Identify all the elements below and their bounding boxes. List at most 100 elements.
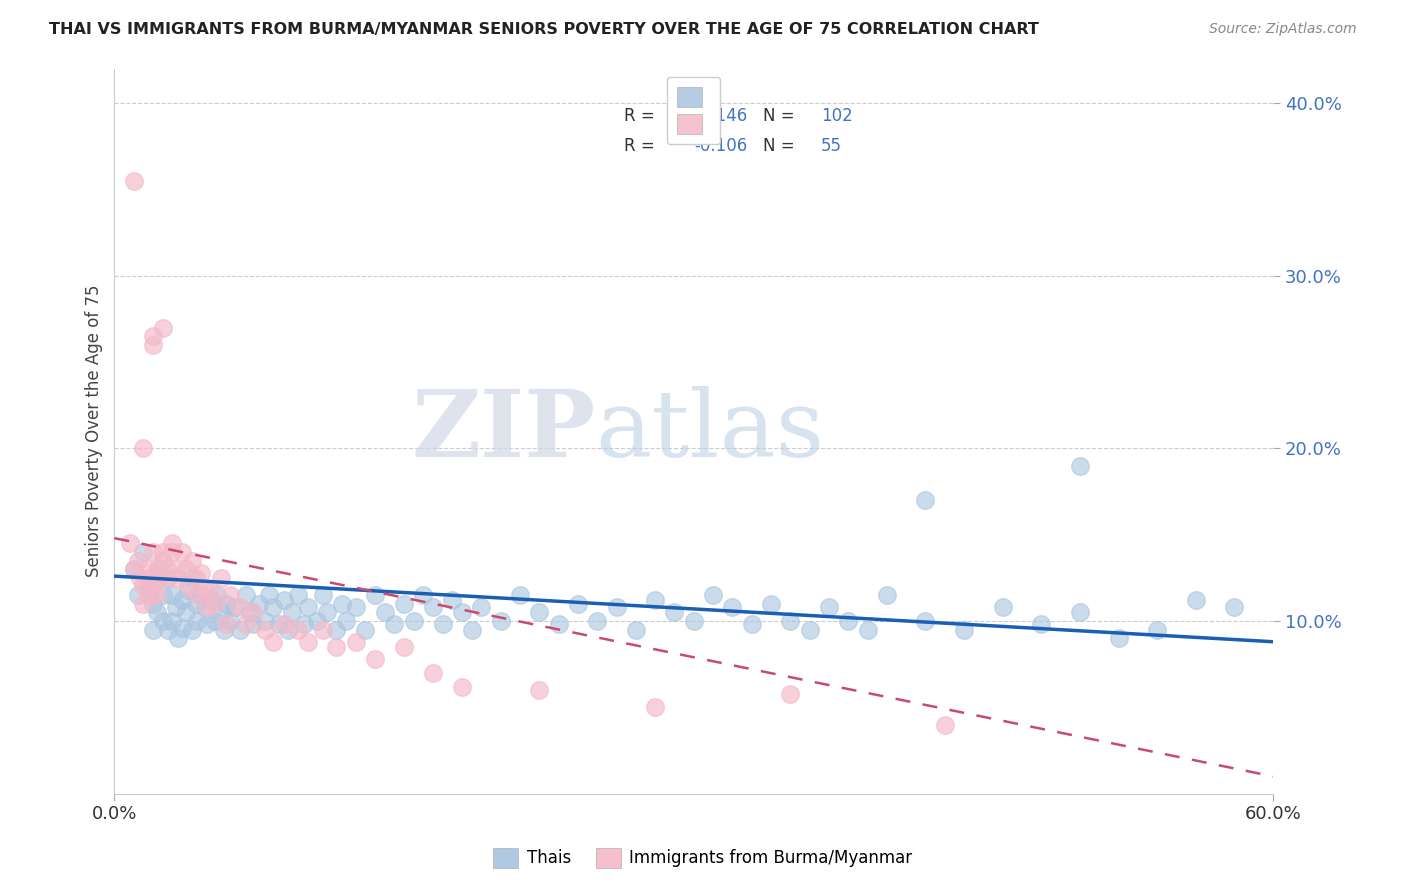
Text: 102: 102 bbox=[821, 107, 853, 125]
Point bbox=[229, 600, 252, 615]
Point bbox=[177, 579, 200, 593]
Point bbox=[195, 617, 218, 632]
Point bbox=[257, 588, 280, 602]
Point bbox=[242, 617, 264, 632]
Point bbox=[177, 582, 200, 597]
Text: Source: ZipAtlas.com: Source: ZipAtlas.com bbox=[1209, 22, 1357, 37]
Point bbox=[127, 553, 149, 567]
Point bbox=[325, 640, 347, 654]
Point bbox=[1069, 458, 1091, 473]
Point bbox=[818, 600, 841, 615]
Point bbox=[138, 571, 160, 585]
Point bbox=[215, 597, 238, 611]
Point bbox=[235, 617, 257, 632]
Point bbox=[1031, 617, 1053, 632]
Point bbox=[330, 597, 353, 611]
Point bbox=[142, 623, 165, 637]
Point bbox=[262, 600, 284, 615]
Point bbox=[155, 562, 177, 576]
Point bbox=[547, 617, 569, 632]
Point bbox=[335, 614, 357, 628]
Point bbox=[297, 634, 319, 648]
Point bbox=[721, 600, 744, 615]
Point bbox=[184, 571, 207, 585]
Point bbox=[605, 600, 627, 615]
Point bbox=[165, 562, 187, 576]
Point bbox=[586, 614, 609, 628]
Point bbox=[991, 600, 1014, 615]
Point bbox=[170, 593, 193, 607]
Point bbox=[460, 623, 482, 637]
Point bbox=[624, 623, 647, 637]
Point bbox=[312, 588, 335, 602]
Point bbox=[138, 588, 160, 602]
Point bbox=[194, 600, 217, 615]
Point bbox=[247, 597, 270, 611]
Point bbox=[142, 329, 165, 343]
Point bbox=[204, 597, 226, 611]
Point bbox=[132, 545, 155, 559]
Point bbox=[219, 588, 242, 602]
Point bbox=[441, 593, 464, 607]
Point bbox=[392, 640, 415, 654]
Point bbox=[136, 562, 159, 576]
Point bbox=[132, 442, 155, 456]
Point bbox=[682, 614, 704, 628]
Point bbox=[155, 571, 177, 585]
Point bbox=[190, 588, 212, 602]
Point bbox=[509, 588, 531, 602]
Point bbox=[759, 597, 782, 611]
Point bbox=[1223, 600, 1246, 615]
Point bbox=[170, 621, 193, 635]
Point bbox=[174, 606, 197, 620]
Point bbox=[242, 606, 264, 620]
Point bbox=[132, 597, 155, 611]
Point bbox=[1146, 623, 1168, 637]
Point bbox=[402, 614, 425, 628]
Point bbox=[146, 606, 169, 620]
Point bbox=[162, 614, 184, 628]
Point bbox=[214, 623, 236, 637]
Point bbox=[186, 588, 208, 602]
Y-axis label: Seniors Poverty Over the Age of 75: Seniors Poverty Over the Age of 75 bbox=[86, 285, 103, 577]
Point bbox=[254, 623, 277, 637]
Text: THAI VS IMMIGRANTS FROM BURMA/MYANMAR SENIORS POVERTY OVER THE AGE OF 75 CORRELA: THAI VS IMMIGRANTS FROM BURMA/MYANMAR SE… bbox=[49, 22, 1039, 37]
Point bbox=[204, 614, 226, 628]
Point bbox=[273, 593, 295, 607]
Point bbox=[195, 600, 218, 615]
Point bbox=[157, 571, 180, 585]
Point bbox=[292, 617, 315, 632]
Text: R =: R = bbox=[624, 137, 661, 155]
Point bbox=[664, 606, 686, 620]
Point bbox=[254, 614, 277, 628]
Point bbox=[200, 593, 222, 607]
Point bbox=[142, 597, 165, 611]
Point bbox=[392, 597, 415, 611]
Point bbox=[215, 617, 238, 632]
Point bbox=[174, 562, 197, 576]
Point bbox=[180, 623, 202, 637]
Point bbox=[194, 582, 217, 597]
Point bbox=[1069, 606, 1091, 620]
Point bbox=[644, 593, 666, 607]
Point bbox=[122, 174, 145, 188]
Point bbox=[287, 623, 309, 637]
Point bbox=[180, 553, 202, 567]
Point bbox=[779, 687, 801, 701]
Point bbox=[118, 536, 141, 550]
Text: -0.146: -0.146 bbox=[693, 107, 747, 125]
Point bbox=[152, 553, 174, 567]
Point bbox=[384, 617, 406, 632]
Text: 55: 55 bbox=[821, 137, 842, 155]
Point bbox=[167, 632, 190, 646]
Point bbox=[267, 617, 290, 632]
Point bbox=[374, 606, 396, 620]
Point bbox=[567, 597, 589, 611]
Point bbox=[138, 579, 160, 593]
Point bbox=[953, 623, 976, 637]
Point bbox=[122, 562, 145, 576]
Point bbox=[281, 606, 304, 620]
Point bbox=[152, 545, 174, 559]
Point bbox=[190, 566, 212, 580]
Point bbox=[837, 614, 859, 628]
